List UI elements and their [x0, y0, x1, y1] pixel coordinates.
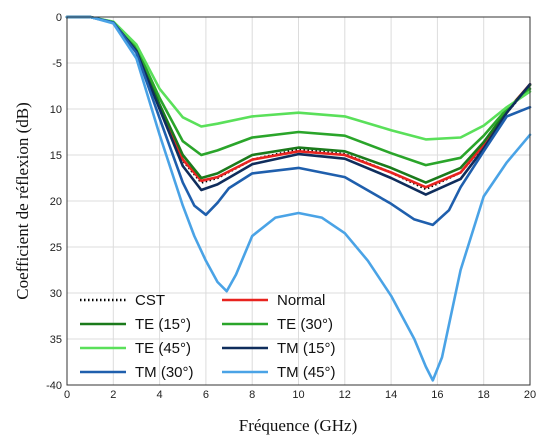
- legend: CST Normal TE (15°) TE (30°) TE (45°) TM (15°…: [80, 292, 336, 381]
- legend-label-cst: CST: [135, 292, 165, 309]
- x-tick-label: 18: [478, 389, 490, 401]
- x-tick-label: 2: [110, 389, 116, 401]
- series-line-tm-45: [65, 15, 532, 382]
- y-tick-label: -5: [52, 58, 62, 70]
- y-tick-label: 0: [56, 12, 62, 24]
- y-tick-label: 15: [50, 150, 62, 162]
- legend-label-te-15: TE (15°): [135, 316, 191, 333]
- series-line-te-45: [65, 15, 532, 141]
- x-tick-label: 10: [292, 389, 304, 401]
- x-tick-label: 12: [339, 389, 351, 401]
- tick-labels: 0 2 4 6 8 10 12 14 16 18 20 0 -5 10 15 20 25 30 35 -40: [46, 12, 536, 401]
- series-layer: [65, 15, 532, 382]
- y-tick-label: 25: [50, 242, 62, 254]
- x-tick-label: 16: [431, 389, 443, 401]
- legend-label-te-45: TE (45°): [135, 340, 191, 357]
- y-axis-label: Coefficient de réflexion (dB): [13, 102, 32, 299]
- x-tick-label: 14: [385, 389, 397, 401]
- legend-label-normal: Normal: [277, 292, 325, 309]
- x-tick-label: 0: [64, 389, 70, 401]
- plot-frame: [66, 16, 531, 386]
- legend-label-tm-30: TM (30°): [135, 364, 194, 381]
- legend-label-te-30: TE (30°): [277, 316, 333, 333]
- legend-label-tm-45: TM (45°): [277, 364, 336, 381]
- y-tick-label: 30: [50, 288, 62, 300]
- x-tick-label: 6: [203, 389, 209, 401]
- legend-label-tm-15: TM (15°): [277, 340, 336, 357]
- y-tick-label: 10: [50, 104, 62, 116]
- x-tick-label: 4: [157, 389, 163, 401]
- series-line-tm-30: [65, 15, 532, 227]
- y-tick-label: 35: [50, 334, 62, 346]
- x-tick-label: 20: [524, 389, 536, 401]
- y-tick-label: -40: [46, 380, 62, 392]
- x-axis-label: Fréquence (GHz): [239, 416, 357, 435]
- x-tick-label: 8: [249, 389, 255, 401]
- y-tick-label: 20: [50, 196, 62, 208]
- series-line-te-30: [65, 15, 532, 167]
